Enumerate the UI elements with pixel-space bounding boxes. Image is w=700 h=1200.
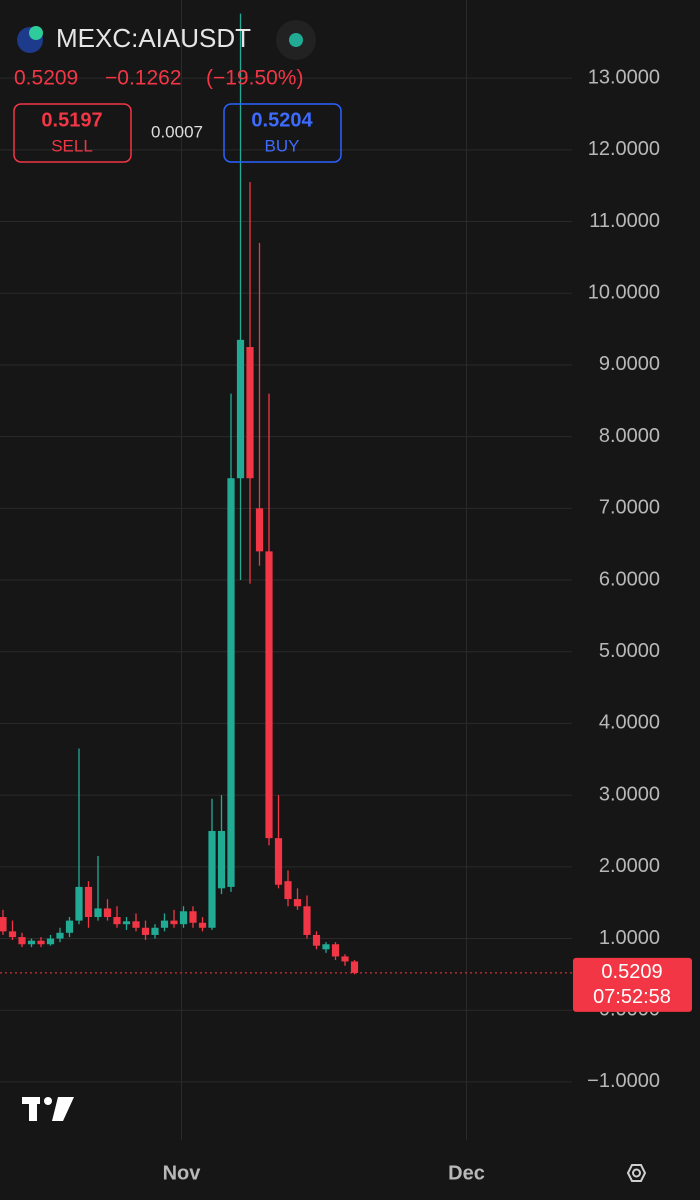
change-pct: (−19.50%) xyxy=(206,67,303,90)
candle-body xyxy=(331,944,340,957)
candle-body xyxy=(227,478,235,887)
candle-body xyxy=(8,931,17,938)
candle-body xyxy=(255,508,264,552)
candle-body xyxy=(18,937,26,945)
y-tick-label: 3.0000 xyxy=(599,783,660,805)
candle-body xyxy=(236,339,245,479)
sell-button[interactable] xyxy=(13,103,132,163)
last-price: 0.5209 xyxy=(14,67,78,90)
candle-body xyxy=(27,940,36,945)
candle-body xyxy=(122,921,131,925)
buy-label: BUY xyxy=(265,136,300,155)
symbol[interactable]: MEXC:AIAUSDT xyxy=(56,23,251,53)
y-tick-label: 6.0000 xyxy=(599,568,660,590)
price-label: 0.5209 xyxy=(601,961,662,983)
candle-body xyxy=(208,830,216,928)
candle-body xyxy=(94,908,102,918)
candle-body xyxy=(246,347,254,479)
y-tick-label: 4.0000 xyxy=(599,712,660,734)
spread: 0.0007 xyxy=(151,122,203,141)
exchange-logo-badge xyxy=(29,26,43,40)
candle-body xyxy=(217,830,226,889)
candle-body xyxy=(46,938,55,945)
candle-body xyxy=(170,920,178,925)
candle-body xyxy=(274,838,283,885)
y-tick-label: 7.0000 xyxy=(599,497,660,519)
overlay: MEXC:AIAUSDT 0.5209 −0.1262 (−19.50%) 0.… xyxy=(13,20,692,1182)
settings-icon[interactable] xyxy=(626,1164,647,1182)
change: −0.1262 xyxy=(105,67,182,90)
candle-body xyxy=(293,899,302,907)
candle-body xyxy=(65,920,74,933)
candle-body xyxy=(103,908,112,918)
candle-body xyxy=(341,956,349,962)
y-tick-label: 11.0000 xyxy=(589,210,660,232)
candle-body xyxy=(198,922,207,928)
candle-body xyxy=(312,934,321,946)
y-tick-label: 8.0000 xyxy=(599,425,660,447)
y-tick-label: 2.0000 xyxy=(599,855,660,877)
candle-body xyxy=(132,921,140,928)
candle-body xyxy=(350,961,359,973)
y-tick-label: 5.0000 xyxy=(599,640,660,662)
buy-price: 0.5204 xyxy=(251,109,313,131)
status-dot xyxy=(289,33,303,47)
candle-body xyxy=(113,917,121,925)
candle-body xyxy=(75,886,83,921)
y-tick-label: 10.0000 xyxy=(588,282,660,304)
sell-label: SELL xyxy=(51,136,93,155)
x-tick-label: Dec xyxy=(448,1162,485,1184)
plot-area: −1.00000.00001.00002.00003.00004.00005.0… xyxy=(0,0,660,1184)
candle-body xyxy=(303,906,311,935)
price-label-box xyxy=(573,957,692,1012)
candle-body xyxy=(151,927,159,935)
candle-body xyxy=(37,940,45,945)
candle-body xyxy=(284,881,292,900)
candle-body xyxy=(160,920,169,928)
candle-body xyxy=(141,927,150,935)
y-tick-label: 9.0000 xyxy=(599,353,660,375)
countdown: 07:52:58 xyxy=(593,986,671,1008)
candle-body xyxy=(0,917,7,932)
tradingview-logo[interactable] xyxy=(22,1097,74,1121)
candle-body xyxy=(189,911,197,923)
sell-price: 0.5197 xyxy=(41,109,102,131)
candle-body xyxy=(84,886,93,918)
y-tick-label: −1.0000 xyxy=(587,1070,660,1092)
candle-body xyxy=(179,911,188,925)
x-tick-label: Nov xyxy=(163,1162,202,1184)
buy-button[interactable] xyxy=(223,103,342,163)
y-tick-label: 12.0000 xyxy=(588,138,660,160)
candle-body xyxy=(265,551,273,839)
y-tick-label: 1.0000 xyxy=(599,927,660,949)
candle-body xyxy=(322,944,330,950)
candle-body xyxy=(56,932,64,939)
y-tick-label: 13.0000 xyxy=(588,66,660,88)
